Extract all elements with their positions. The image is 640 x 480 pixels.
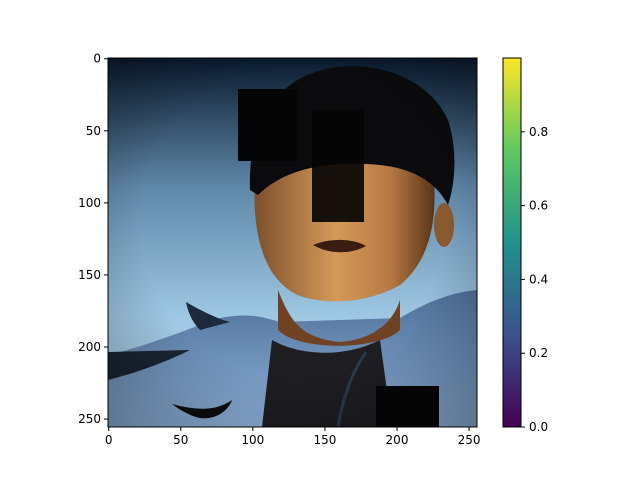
y-tick-label: 150 xyxy=(78,268,101,282)
x-tick-label: 250 xyxy=(458,433,481,447)
photo-vignette xyxy=(108,58,477,427)
y-tick-label: 250 xyxy=(78,412,101,426)
x-tick-label: 100 xyxy=(241,433,264,447)
axes-frame xyxy=(107,57,478,428)
colorbar-axis: 0.0 0.2 0.4 0.6 0.8 xyxy=(521,125,548,434)
colorbar-tick-label: 0.8 xyxy=(529,125,548,139)
y-tick-label: 100 xyxy=(78,196,101,210)
x-tick-label: 200 xyxy=(386,433,409,447)
x-tick-label: 150 xyxy=(313,433,336,447)
y-tick-label: 200 xyxy=(78,340,101,354)
colorbar-tick-label: 0.6 xyxy=(529,199,548,213)
y-axis: 0 50 100 150 200 250 xyxy=(78,52,108,426)
colorbar-tick-label: 0.0 xyxy=(529,420,548,434)
colorbar xyxy=(502,57,522,428)
y-tick-label: 50 xyxy=(86,124,101,138)
x-axis: 0 50 100 150 200 250 xyxy=(105,427,481,447)
x-tick-label: 50 xyxy=(173,433,188,447)
colorbar-tick-label: 0.4 xyxy=(529,272,548,286)
photo-image xyxy=(108,58,477,427)
x-tick-label: 0 xyxy=(105,433,113,447)
colorbar-tick-label: 0.2 xyxy=(529,346,548,360)
y-tick-label: 0 xyxy=(93,52,101,66)
